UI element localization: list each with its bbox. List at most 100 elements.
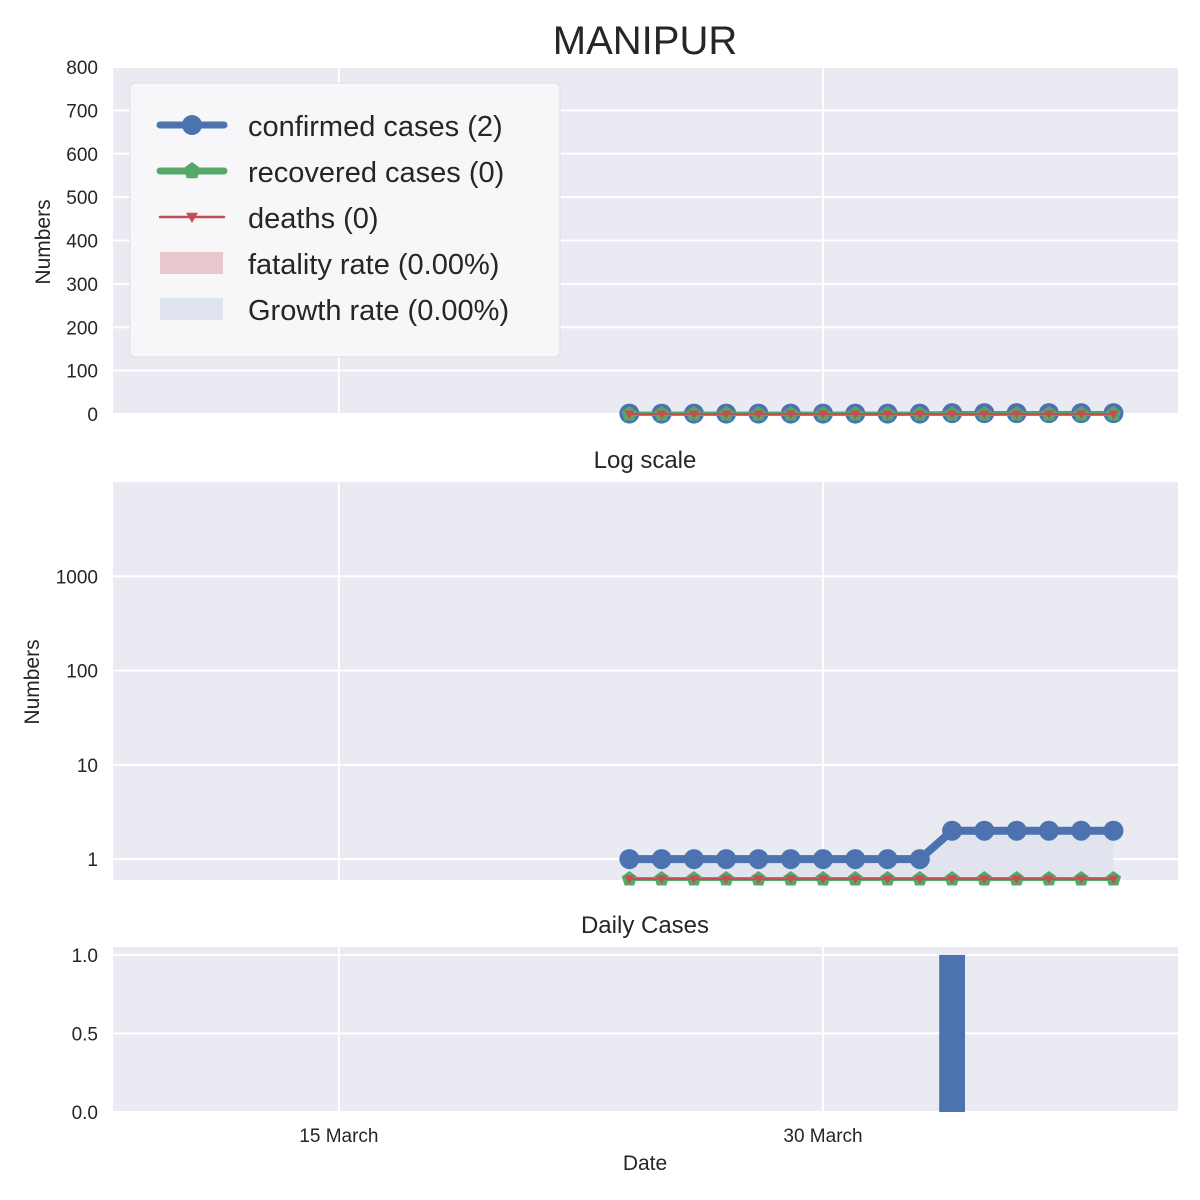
deaths-point: [688, 410, 699, 419]
x-tick-label: 15 March: [299, 1126, 378, 1147]
y-tick-label: 0.0: [72, 1103, 98, 1124]
legend-entry-label: fatality rate (0.00%): [248, 249, 499, 281]
deaths-point: [818, 875, 828, 884]
daily-grid: [113, 947, 1178, 1113]
deaths-point: [721, 410, 732, 419]
x-axis-label: Date: [623, 1152, 667, 1175]
deaths-point: [979, 875, 990, 884]
confirmed-point: [1071, 820, 1092, 841]
deaths-point: [656, 410, 667, 419]
log-panel: Log scale 1 10 100 1000 Numbers: [21, 447, 1178, 886]
legend-entry-label: deaths (0): [248, 203, 379, 235]
deaths-point: [624, 410, 635, 419]
deaths-point: [721, 875, 732, 884]
deaths-point: [914, 410, 925, 419]
confirmed-point: [780, 849, 801, 870]
linear-series: [619, 403, 1124, 424]
deaths-point: [882, 410, 893, 419]
confirmed-point: [1006, 820, 1027, 841]
y-tick-label: 100: [66, 662, 98, 683]
deaths-point: [818, 410, 828, 419]
linear-y-label: Numbers: [32, 199, 55, 284]
confirmed-point: [651, 849, 672, 870]
y-tick-label: 400: [66, 232, 98, 253]
confirmed-point: [942, 820, 963, 841]
legend-box: [129, 82, 561, 358]
deaths-point: [979, 410, 990, 419]
deaths-point: [1076, 875, 1087, 884]
deaths-point: [1108, 875, 1119, 884]
log-panel-background: [113, 482, 1178, 880]
y-tick-label: 200: [66, 318, 98, 339]
deaths-legend-marker: [186, 212, 198, 223]
confirmed-point: [619, 849, 640, 870]
confirmed-point: [813, 849, 833, 870]
deaths-point: [1043, 410, 1054, 419]
confirmed-legend-marker: [182, 115, 202, 135]
growth_fill-legend-patch: [160, 298, 223, 320]
y-tick-label: 10: [77, 756, 98, 777]
daily-panel: Daily Cases 0.0 0.5 1.0 15 March 30 March D…: [72, 912, 1178, 1175]
deaths-point: [1076, 410, 1087, 419]
deaths-point: [753, 875, 764, 884]
deaths-point: [850, 410, 861, 419]
confirmed-point: [683, 849, 704, 870]
deaths-point: [882, 875, 893, 884]
confirmed-series-line: [625, 826, 1118, 864]
x-ticks: 15 March 30 March: [299, 1126, 862, 1147]
confirmed-point: [1038, 820, 1059, 841]
confirmed-point: [877, 849, 898, 870]
legend-entry-label: recovered cases (0): [248, 157, 504, 189]
chart-title: MANIPUR: [553, 19, 737, 63]
deaths-point: [1011, 875, 1022, 884]
deaths-point: [1011, 410, 1022, 419]
daily-bars: [939, 954, 965, 1112]
y-tick-label: 600: [66, 145, 98, 166]
confirmed-point: [909, 849, 930, 870]
legend-entry-label: confirmed cases (2): [248, 111, 503, 143]
fatality_fill-legend-patch: [160, 252, 223, 274]
daily-y-ticks: 0.0 0.5 1.0: [72, 946, 98, 1124]
x-tick-label: 30 March: [783, 1126, 862, 1147]
linear-y-ticks: 0 100 200 300 400 500 600 700 800: [66, 58, 98, 426]
deaths-point: [947, 875, 958, 884]
growth-rate-area: [629, 830, 1114, 879]
deaths-point: [785, 410, 796, 419]
log-series: [619, 820, 1124, 886]
y-tick-label: 1.0: [72, 946, 98, 967]
y-tick-label: 1000: [56, 567, 98, 588]
deaths-point: [1108, 410, 1119, 419]
y-tick-label: 300: [66, 275, 98, 296]
daily-cases-bar: [939, 954, 965, 1112]
confirmed-point: [716, 849, 737, 870]
deaths-point: [656, 875, 667, 884]
y-tick-label: 500: [66, 188, 98, 209]
recovered-legend-marker: [183, 162, 201, 179]
deaths-point: [1043, 875, 1054, 884]
confirmed-point: [748, 849, 769, 870]
deaths-point: [850, 875, 861, 884]
y-tick-label: 700: [66, 101, 98, 122]
deaths-point: [753, 410, 764, 419]
legend: confirmed cases (2) recovered cases (0) de…: [129, 82, 561, 358]
log-panel-title: Log scale: [594, 447, 697, 474]
y-tick-label: 800: [66, 58, 98, 79]
linear-panel: 0 100 200 300 400 500 600 700 800 Numbers confir…: [32, 58, 1178, 426]
daily-panel-background: [113, 947, 1178, 1112]
daily-panel-title: Daily Cases: [581, 912, 709, 939]
deaths-point: [914, 875, 925, 884]
y-tick-label: 1: [87, 850, 98, 871]
y-tick-label: 0.5: [72, 1024, 98, 1045]
deaths-point: [624, 875, 635, 884]
log-y-ticks: 1 10 100 1000: [56, 567, 98, 871]
legend-entry-label: Growth rate (0.00%): [248, 295, 509, 327]
confirmed-point: [1103, 820, 1124, 841]
deaths-point: [688, 875, 699, 884]
log-y-label: Numbers: [21, 639, 44, 724]
y-tick-label: 0: [87, 405, 98, 426]
confirmed-point: [974, 820, 995, 841]
y-tick-label: 100: [66, 362, 98, 383]
deaths-point: [947, 410, 958, 419]
confirmed-point: [845, 849, 866, 870]
